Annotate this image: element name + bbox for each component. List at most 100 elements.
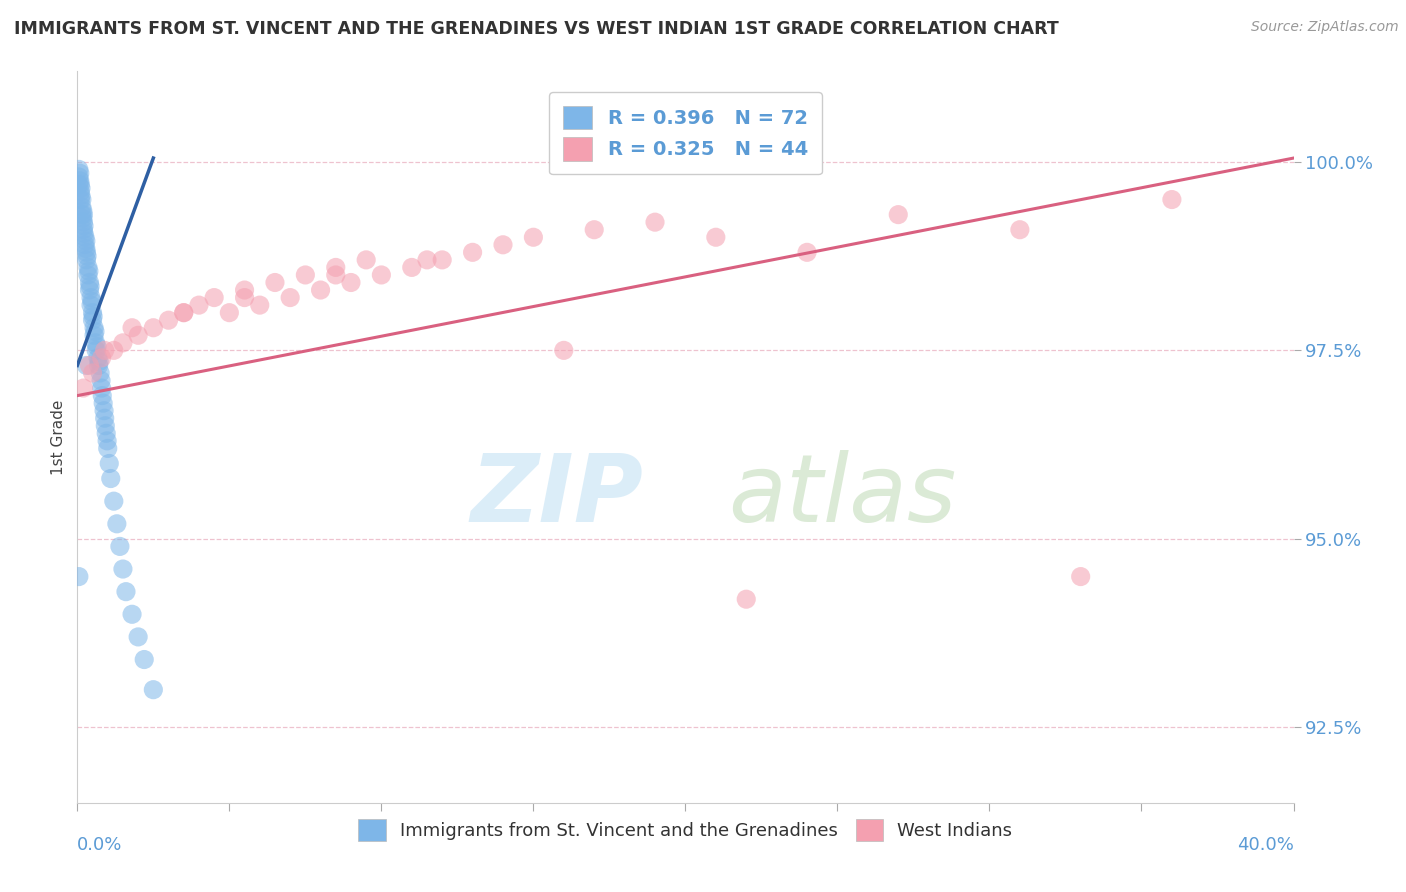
Point [87,351,110,365]
Point [70,208,93,222]
Point [127,328,149,343]
Point [91,389,114,403]
Point [90,381,112,395]
Point [83,328,105,343]
Point [157,313,180,327]
Point [142,682,165,697]
Point [309,283,332,297]
Point [461,245,484,260]
Point [75,252,97,267]
Point [80,291,103,305]
Point [94,418,117,433]
Point [233,283,256,297]
Point [67,162,90,177]
Point [121,607,143,622]
Point [73,219,96,233]
Point [278,291,301,305]
Point [84,335,107,350]
Text: atlas: atlas [728,450,956,541]
Text: 0.0%: 0.0% [77,836,122,854]
Point [84,343,107,358]
Point [73,237,96,252]
Point [370,268,392,282]
Y-axis label: 1st Grade: 1st Grade [51,400,66,475]
Point [96,426,118,441]
Point [97,442,120,456]
Point [704,230,727,244]
Point [142,320,165,334]
Point [80,294,103,309]
Point [264,276,287,290]
Point [82,310,104,324]
Point [83,320,105,334]
Point [67,178,90,192]
Point [82,313,104,327]
Point [108,540,131,554]
Point [1161,193,1184,207]
Point [134,652,156,666]
Point [103,343,125,358]
Point [887,208,910,222]
Point [75,359,97,373]
Point [80,298,103,312]
Text: 40.0%: 40.0% [1237,836,1294,854]
Point [75,242,97,256]
Point [90,374,112,388]
Point [103,494,125,508]
Point [188,298,211,312]
Point [1070,569,1092,583]
Point [75,234,97,248]
Point [69,174,91,188]
Point [430,252,453,267]
Point [796,245,818,260]
Point [644,215,666,229]
Point [492,237,515,252]
Point [90,351,112,365]
Point [69,193,91,207]
Point [93,343,115,358]
Point [89,366,111,380]
Point [72,211,94,226]
Point [79,359,101,373]
Point [73,230,96,244]
Point [73,227,96,241]
Point [325,260,347,275]
Point [84,325,107,339]
Point [93,411,115,425]
Point [340,276,363,290]
Point [96,434,118,448]
Point [173,306,195,320]
Point [69,185,91,199]
Point [93,403,115,417]
Point [111,335,134,350]
Point [75,245,97,260]
Legend: Immigrants from St. Vincent and the Grenadines, West Indians: Immigrants from St. Vincent and the Gren… [352,812,1019,848]
Text: IMMIGRANTS FROM ST. VINCENT AND THE GRENADINES VS WEST INDIAN 1ST GRADE CORRELAT: IMMIGRANTS FROM ST. VINCENT AND THE GREN… [14,20,1059,37]
Point [77,268,100,282]
Point [294,268,316,282]
Text: ZIP: ZIP [470,450,643,541]
Point [218,306,240,320]
Point [111,562,134,576]
Point [79,279,101,293]
Point [401,260,423,275]
Point [82,306,104,320]
Point [127,630,149,644]
Point [72,223,94,237]
Point [325,268,347,282]
Point [1008,223,1031,237]
Point [70,188,93,202]
Point [105,516,128,531]
Point [72,215,94,229]
Point [82,366,104,380]
Point [354,252,377,267]
Point [91,396,114,410]
Point [79,276,101,290]
Point [735,592,758,607]
Point [67,569,90,583]
Point [70,181,93,195]
Point [522,230,544,244]
Point [121,320,143,334]
Point [77,260,100,275]
Point [76,249,98,263]
